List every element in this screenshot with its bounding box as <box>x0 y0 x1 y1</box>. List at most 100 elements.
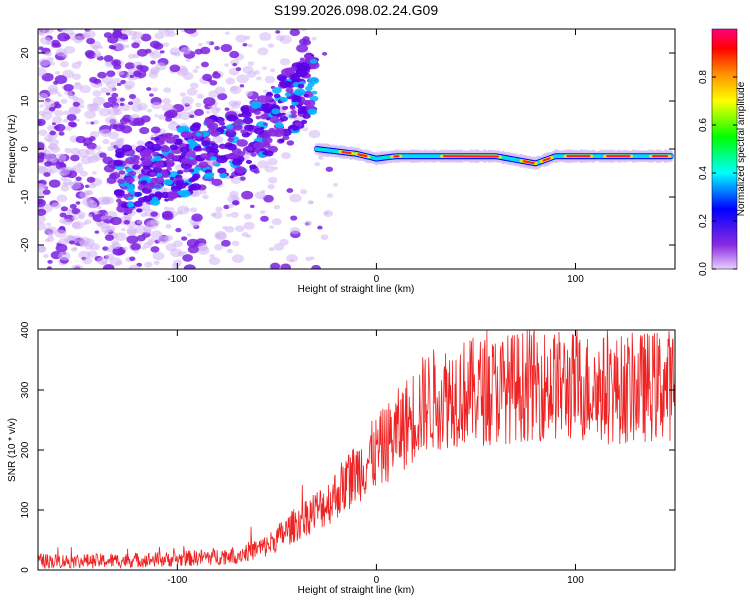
spectral-blob <box>58 131 65 136</box>
spectral-blob <box>208 172 215 177</box>
spectral-blob <box>63 83 74 92</box>
spectral-blob <box>155 62 167 71</box>
spectral-blob <box>39 104 45 108</box>
spectral-blob <box>113 77 122 84</box>
spectral-blob <box>299 57 305 61</box>
spectral-blob <box>283 67 296 75</box>
spectral-blob <box>268 247 275 252</box>
spectral-blob <box>103 101 112 109</box>
spectral-blob <box>182 251 187 255</box>
x-tick-label: -100 <box>167 575 187 586</box>
spectral-blob <box>225 77 236 85</box>
spectral-blob <box>311 90 318 95</box>
spectral-blob <box>253 169 260 174</box>
spectral-blob <box>128 94 137 100</box>
spectral-blob <box>107 96 118 104</box>
spectral-blob <box>175 180 185 186</box>
spectral-blob <box>179 92 187 97</box>
spectral-blob <box>235 124 243 129</box>
spectral-blob <box>92 171 97 175</box>
spectral-blob <box>84 110 96 119</box>
spectral-blob <box>55 48 67 57</box>
spectral-blob <box>214 243 224 251</box>
snr-series-line <box>38 330 675 570</box>
spectral-blob <box>308 129 321 139</box>
spectral-blob <box>243 213 252 220</box>
spectral-blob <box>241 111 252 119</box>
spectral-blob <box>83 221 88 226</box>
spectral-blob <box>281 152 291 160</box>
spectral-blob <box>63 218 73 226</box>
spectral-blob <box>44 226 57 235</box>
spectral-blob <box>89 243 101 251</box>
spectral-blob <box>279 115 289 122</box>
spectral-blob <box>224 63 229 67</box>
spectral-blob <box>58 251 71 261</box>
spectral-blob <box>320 234 329 240</box>
spectral-blob <box>253 141 265 150</box>
spectral-blob <box>189 207 197 213</box>
spectral-blob <box>38 166 49 174</box>
spectral-blob <box>264 96 273 102</box>
spectral-blob <box>229 190 239 198</box>
spectral-blob <box>297 110 304 115</box>
spectral-blob <box>180 46 192 55</box>
spectral-blob <box>75 201 81 205</box>
spectral-blob <box>127 101 134 106</box>
spectral-blob <box>279 96 288 103</box>
spectral-blob <box>113 124 119 129</box>
spectral-blob <box>151 87 158 92</box>
spectral-blob <box>250 101 262 109</box>
spectral-blob <box>215 206 223 212</box>
spectral-blob <box>136 140 145 146</box>
spectral-blob <box>126 202 136 208</box>
spectral-blob <box>259 32 272 41</box>
spectral-blob <box>48 179 61 188</box>
spectral-blob <box>194 145 202 151</box>
spectral-blob <box>38 198 46 208</box>
spectral-blob <box>296 104 302 109</box>
spectral-blob <box>226 124 234 130</box>
spectral-blob <box>125 44 130 48</box>
spectral-blob <box>297 83 305 89</box>
spectral-blob <box>115 143 122 148</box>
spectral-blob <box>143 226 152 233</box>
spectral-blob <box>62 69 75 79</box>
spectral-blob <box>236 74 249 84</box>
spectral-blob <box>105 81 117 89</box>
spectral-blob <box>114 232 127 242</box>
spectral-blob <box>129 256 136 261</box>
spectral-blob <box>176 169 184 175</box>
spectral-blob <box>264 75 276 84</box>
spectral-blob <box>194 48 203 55</box>
spectral-blob <box>69 203 77 209</box>
spectral-blob <box>204 145 216 153</box>
spectral-blob <box>136 48 148 57</box>
spectral-blob <box>169 64 181 73</box>
colorbar-tick-label: 0.4 <box>698 166 709 180</box>
spectral-blob <box>227 137 234 142</box>
spectral-blob <box>295 69 308 78</box>
spectral-blob <box>240 129 247 134</box>
y-tick-label: 20 <box>20 47 31 59</box>
spectral-blob <box>181 96 194 105</box>
spectral-blob <box>103 32 113 39</box>
spectral-blob <box>100 87 109 94</box>
spectral-blob <box>57 93 63 97</box>
spectral-blob <box>150 60 156 65</box>
spectral-blob <box>272 87 282 94</box>
colorbar-tick-label: 0.0 <box>698 262 709 276</box>
x-tick-label: -100 <box>167 274 187 285</box>
ridge-peak <box>341 151 352 155</box>
spectral-blob <box>232 63 237 67</box>
spectral-blob <box>54 101 60 106</box>
spectral-blob <box>113 189 125 197</box>
spectral-blob <box>234 225 245 233</box>
spectral-blob <box>97 129 104 134</box>
spectral-blob <box>54 229 67 238</box>
spectral-blob <box>291 97 300 103</box>
spectral-blob <box>170 51 176 56</box>
spectral-blob <box>113 60 119 65</box>
spectral-blob <box>309 256 315 260</box>
